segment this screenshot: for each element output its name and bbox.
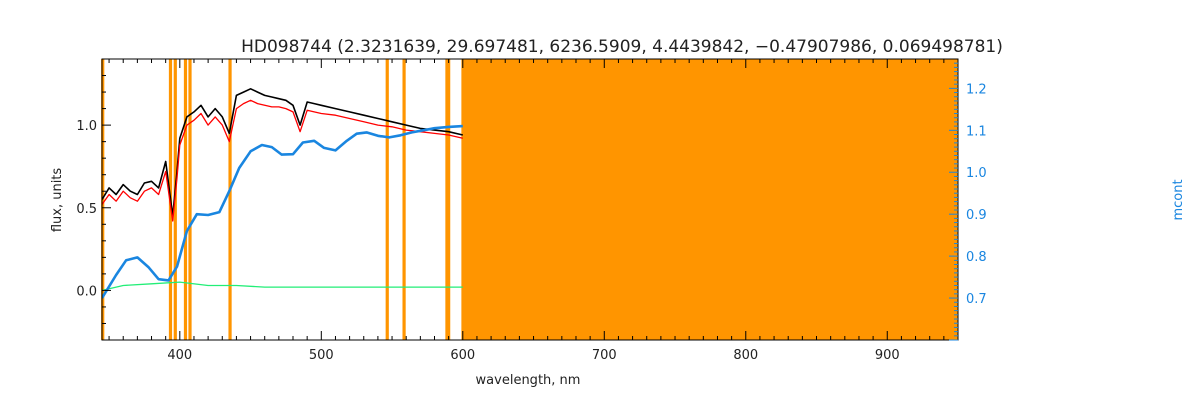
masked-line — [183, 59, 188, 340]
y2-axis-label: mcont — [1171, 179, 1186, 220]
y-tick-label: 1.0 — [76, 119, 97, 134]
axes-layer: 400 500 600 700 800 900 0.0 0.5 1.0 0.7 0.8 0.9 1.0 1… — [76, 58, 987, 363]
x-tick-label: 800 — [733, 348, 758, 363]
residual-series — [102, 281, 463, 292]
y2-tick-label: 1.2 — [966, 82, 987, 97]
masked-line — [188, 59, 192, 340]
data-layer — [102, 88, 463, 299]
masked-line — [385, 59, 389, 340]
x-tick-label: 900 — [875, 348, 900, 363]
y2-tick-label: 0.9 — [966, 208, 987, 223]
model-series — [102, 99, 463, 222]
x-tick-label: 400 — [167, 348, 192, 363]
continuum-series — [102, 124, 463, 299]
mask-layer — [101, 59, 958, 340]
x-tick-label: 600 — [450, 348, 475, 363]
observed-series — [102, 88, 463, 217]
y2-tick-label: 1.1 — [966, 124, 987, 139]
y-axis-label: flux, units — [50, 168, 65, 233]
masked-line — [447, 59, 451, 340]
y-tick-label: 0.0 — [76, 284, 97, 299]
y2-tick-label: 0.7 — [966, 292, 987, 307]
masked-region — [461, 59, 958, 340]
masked-line — [445, 59, 449, 340]
masked-line — [228, 59, 232, 340]
x-tick-label: 700 — [592, 348, 617, 363]
chart-title: HD098744 (2.3231639, 29.697481, 6236.590… — [241, 37, 1003, 57]
masked-line — [402, 59, 406, 340]
x-axis-label: wavelength, nm — [476, 373, 581, 388]
plot-frame — [101, 58, 959, 341]
x-tick-label: 500 — [309, 348, 334, 363]
y2-tick-label: 1.0 — [966, 166, 987, 181]
y-tick-label: 0.5 — [76, 202, 97, 217]
y2-tick-label: 0.8 — [966, 250, 987, 265]
